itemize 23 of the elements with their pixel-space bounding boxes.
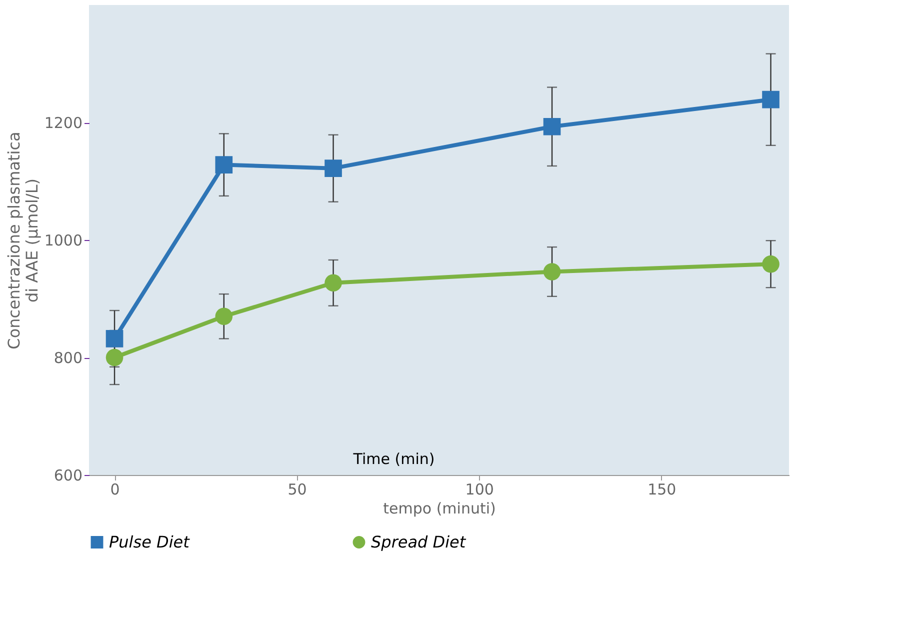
point <box>215 308 233 326</box>
legend-label: Spread Diet <box>371 532 466 552</box>
y-tick-label: 1200 <box>44 114 82 132</box>
point <box>543 118 561 136</box>
point <box>324 274 342 292</box>
point <box>543 263 561 280</box>
legend-label: Pulse Diet <box>109 532 190 552</box>
x-tick-label: 100 <box>465 480 494 498</box>
x-axis-title: tempo (minuti) <box>383 500 496 518</box>
x-tick-label: 0 <box>110 480 120 498</box>
point <box>762 90 780 108</box>
point <box>106 348 124 366</box>
x-tick-label: 150 <box>648 480 676 498</box>
point <box>215 156 233 174</box>
annotation: Time (min) <box>352 450 435 468</box>
y-tick-label: 1000 <box>44 232 82 250</box>
x-tick-label: 50 <box>288 480 307 498</box>
y-axis-title: Concentrazione plasmatica di AAE (μmol/L) <box>4 132 42 350</box>
point <box>324 160 342 177</box>
y-tick-label: 800 <box>54 349 82 367</box>
y-tick-label: 600 <box>54 466 82 484</box>
point <box>106 330 124 348</box>
point <box>762 255 780 273</box>
